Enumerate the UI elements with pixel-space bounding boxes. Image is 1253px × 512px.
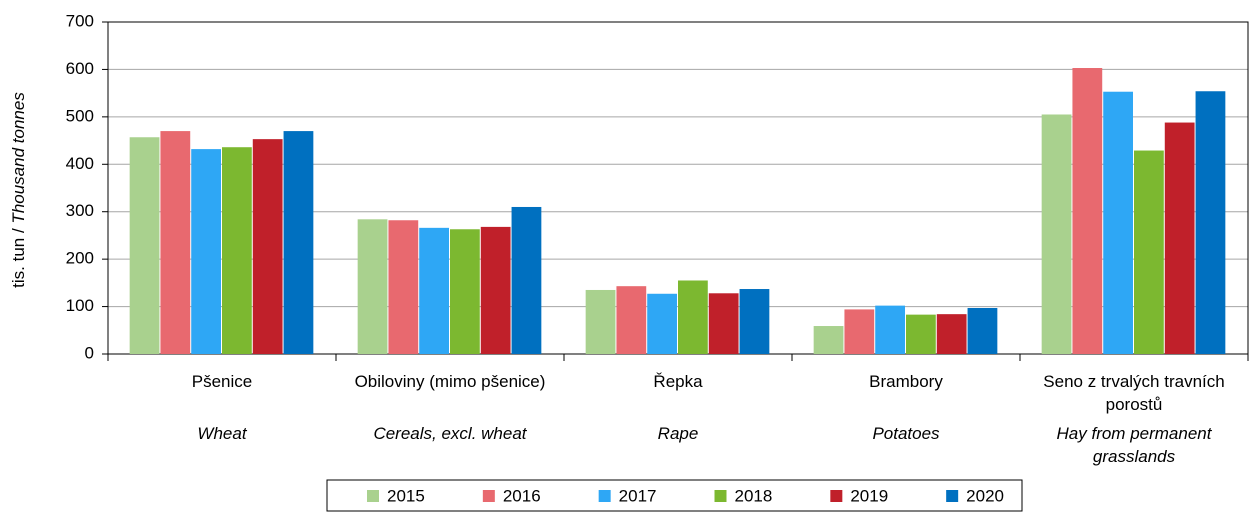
legend-label: 2016 xyxy=(503,486,541,505)
bar xyxy=(450,229,480,354)
x-tick-label-en: Cereals, excl. wheat xyxy=(373,424,527,443)
x-tick-label-en: Potatoes xyxy=(872,424,940,443)
x-tick-label-en: Rape xyxy=(657,424,699,443)
bar xyxy=(419,227,449,354)
y-tick-label: 700 xyxy=(66,11,94,30)
bar xyxy=(191,149,221,354)
legend-swatch xyxy=(830,490,843,502)
bar xyxy=(511,206,542,354)
legend-label: 2019 xyxy=(850,486,888,505)
bar xyxy=(252,139,283,354)
bar xyxy=(222,147,252,354)
y-tick-label: 500 xyxy=(66,106,94,125)
x-tick-label: Pšenice xyxy=(191,372,253,391)
y-tick-label: 200 xyxy=(66,249,94,268)
bar xyxy=(1103,91,1133,354)
legend-label: 2017 xyxy=(619,486,657,505)
legend-swatch xyxy=(714,490,727,502)
legend-swatch xyxy=(482,490,495,502)
x-tick-label: Brambory xyxy=(869,372,943,391)
legend-box xyxy=(326,479,1023,512)
legend-label: 2015 xyxy=(387,486,425,505)
y-tick-label: 600 xyxy=(66,59,94,78)
bar xyxy=(585,289,616,354)
bar xyxy=(647,293,677,354)
bar xyxy=(739,289,770,354)
y-axis-label-en: Thousand tonnes xyxy=(9,92,28,224)
bar xyxy=(875,305,905,354)
y-axis-label-cz: tis. tun / xyxy=(9,228,28,288)
y-tick-label: 400 xyxy=(66,154,94,173)
x-tick-label: Obiloviny (mimo pšenice) xyxy=(354,372,546,391)
bar xyxy=(936,314,967,354)
bar xyxy=(813,326,844,354)
x-tick-label: Řepka xyxy=(653,372,703,391)
legend-swatch xyxy=(946,490,959,502)
bar xyxy=(480,226,511,354)
bar xyxy=(1134,150,1164,354)
bar xyxy=(1195,91,1226,354)
bar xyxy=(129,137,160,354)
x-tick-label: Seno z trvalých travních porostů xyxy=(1043,372,1225,414)
bar xyxy=(616,286,647,354)
bar xyxy=(388,220,419,354)
legend-swatch xyxy=(598,490,611,502)
y-tick-label: 100 xyxy=(66,296,94,315)
bar xyxy=(1041,114,1072,354)
bar xyxy=(1072,68,1103,355)
bar xyxy=(160,131,191,354)
bar xyxy=(708,293,739,354)
bar xyxy=(357,219,388,354)
y-tick-label: 0 xyxy=(85,343,94,362)
bar xyxy=(678,280,708,354)
bar xyxy=(967,307,998,354)
x-tick-label-en: Wheat xyxy=(197,424,247,443)
y-axis-label: tis. tun / Thousand tonnes xyxy=(9,92,28,288)
legend-swatch xyxy=(367,490,379,502)
legend-label: 2018 xyxy=(735,486,773,505)
bar xyxy=(283,131,314,354)
legend-label: 2020 xyxy=(966,486,1004,505)
bar xyxy=(1164,122,1195,354)
y-tick-label: 300 xyxy=(66,201,94,220)
bar xyxy=(844,309,875,354)
x-tick-label-en: Hay from permanent grasslands xyxy=(1056,424,1212,466)
bar xyxy=(906,314,936,354)
